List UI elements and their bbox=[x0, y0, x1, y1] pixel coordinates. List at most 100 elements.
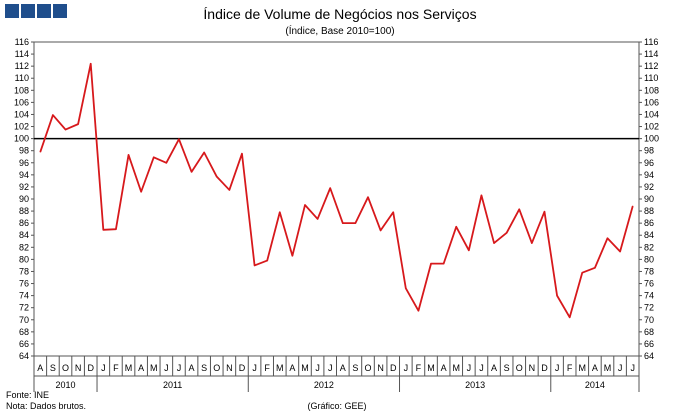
y-tick-label: 74 bbox=[19, 291, 29, 301]
y-tick-label: 98 bbox=[19, 146, 29, 156]
series-points bbox=[39, 63, 634, 318]
data-point bbox=[556, 295, 558, 297]
data-point bbox=[316, 218, 319, 220]
month-label: O bbox=[516, 363, 523, 373]
y-tick-label: 68 bbox=[19, 327, 29, 337]
month-label: M bbox=[604, 363, 612, 373]
month-label: F bbox=[113, 363, 119, 373]
data-point bbox=[606, 237, 609, 239]
y-tick-label: 110 bbox=[15, 73, 29, 83]
month-label: F bbox=[567, 363, 573, 373]
data-point bbox=[632, 205, 634, 207]
y-tick-label: 66 bbox=[644, 339, 654, 349]
data-point bbox=[253, 264, 256, 267]
y-tick-label: 86 bbox=[19, 218, 29, 228]
data-point bbox=[493, 242, 495, 244]
y-tick-label: 72 bbox=[644, 303, 654, 313]
y-axis-left: 64 66 68 70 72 74 76 78 80 82 84 86 88 90 92 94 96 98 100 1… bbox=[14, 37, 34, 361]
y-tick-label: 112 bbox=[15, 61, 29, 71]
y-tick-label: 110 bbox=[644, 73, 658, 83]
data-point bbox=[417, 310, 420, 312]
data-point bbox=[581, 272, 583, 274]
month-label: O bbox=[365, 363, 372, 373]
data-point bbox=[241, 153, 243, 155]
month-label: N bbox=[377, 363, 384, 373]
y-tick-label: 102 bbox=[14, 122, 29, 132]
y-tick-label: 70 bbox=[644, 315, 654, 325]
data-point bbox=[304, 204, 306, 206]
month-label: A bbox=[592, 363, 598, 373]
month-label: J bbox=[404, 363, 409, 373]
data-point bbox=[506, 232, 508, 234]
y-tick-label: 96 bbox=[19, 158, 29, 168]
data-point bbox=[90, 63, 92, 65]
month-label: A bbox=[340, 363, 346, 373]
month-label: J bbox=[618, 363, 623, 373]
data-point bbox=[39, 151, 41, 153]
month-label: O bbox=[213, 363, 220, 373]
y-tick-label: 116 bbox=[15, 37, 29, 47]
y-tick-label: 100 bbox=[14, 134, 29, 144]
month-label: J bbox=[252, 363, 257, 373]
y-tick-label: 64 bbox=[644, 351, 654, 361]
y-tick-label: 82 bbox=[19, 242, 29, 252]
data-point bbox=[518, 208, 520, 210]
y-tick-label: 68 bbox=[644, 327, 654, 337]
data-point bbox=[443, 263, 445, 265]
y-tick-label: 108 bbox=[14, 85, 29, 95]
data-point bbox=[153, 156, 155, 158]
data-point bbox=[455, 226, 457, 228]
data-point bbox=[569, 316, 571, 318]
data-point bbox=[228, 189, 230, 191]
data-point bbox=[480, 194, 483, 196]
logo-square-icon bbox=[53, 4, 67, 18]
data-point bbox=[52, 114, 54, 116]
month-label: F bbox=[264, 363, 270, 373]
year-label: 2010 bbox=[55, 380, 75, 390]
year-label: 2011 bbox=[163, 380, 182, 390]
logo-square-icon bbox=[21, 4, 35, 18]
source-note: Fonte: INE bbox=[6, 390, 49, 400]
month-label: O bbox=[62, 363, 69, 373]
chart-title: Índice de Volume de Negócios nos Serviço… bbox=[203, 6, 476, 22]
data-point bbox=[266, 259, 268, 262]
month-label: M bbox=[276, 363, 284, 373]
y-tick-label: 72 bbox=[19, 303, 29, 313]
month-label: N bbox=[529, 363, 536, 373]
data-point bbox=[178, 138, 180, 140]
data-point bbox=[543, 211, 546, 213]
y-tick-label: 80 bbox=[644, 254, 654, 264]
y-tick-label: 76 bbox=[19, 279, 29, 289]
data-point bbox=[354, 222, 357, 224]
y-tick-label: 90 bbox=[644, 194, 654, 204]
y-tick-label: 90 bbox=[19, 194, 29, 204]
data-point bbox=[531, 242, 533, 244]
month-label: J bbox=[164, 363, 169, 373]
y-tick-label: 88 bbox=[644, 206, 654, 216]
data-point bbox=[102, 229, 104, 231]
year-label: 2014 bbox=[585, 380, 605, 390]
y-tick-label: 76 bbox=[644, 279, 654, 289]
y-tick-label: 108 bbox=[644, 85, 659, 95]
month-label: S bbox=[201, 363, 207, 373]
y-tick-label: 114 bbox=[644, 49, 658, 59]
month-label: D bbox=[390, 363, 397, 373]
data-point bbox=[380, 229, 382, 231]
month-label: A bbox=[189, 363, 195, 373]
month-label: M bbox=[150, 363, 158, 373]
y-tick-label: 104 bbox=[644, 109, 659, 119]
data-point bbox=[279, 211, 281, 213]
y-tick-label: 78 bbox=[19, 266, 29, 276]
y-tick-label: 96 bbox=[644, 158, 654, 168]
month-label: J bbox=[479, 363, 484, 373]
month-label: S bbox=[50, 363, 56, 373]
y-tick-label: 64 bbox=[19, 351, 29, 361]
data-point bbox=[115, 228, 117, 230]
y-tick-label: 104 bbox=[14, 109, 29, 119]
month-label: N bbox=[226, 363, 233, 373]
data-point bbox=[405, 287, 407, 289]
month-label: D bbox=[239, 363, 246, 373]
y-tick-label: 86 bbox=[644, 218, 654, 228]
data-point bbox=[190, 171, 193, 173]
data-point bbox=[468, 249, 470, 251]
